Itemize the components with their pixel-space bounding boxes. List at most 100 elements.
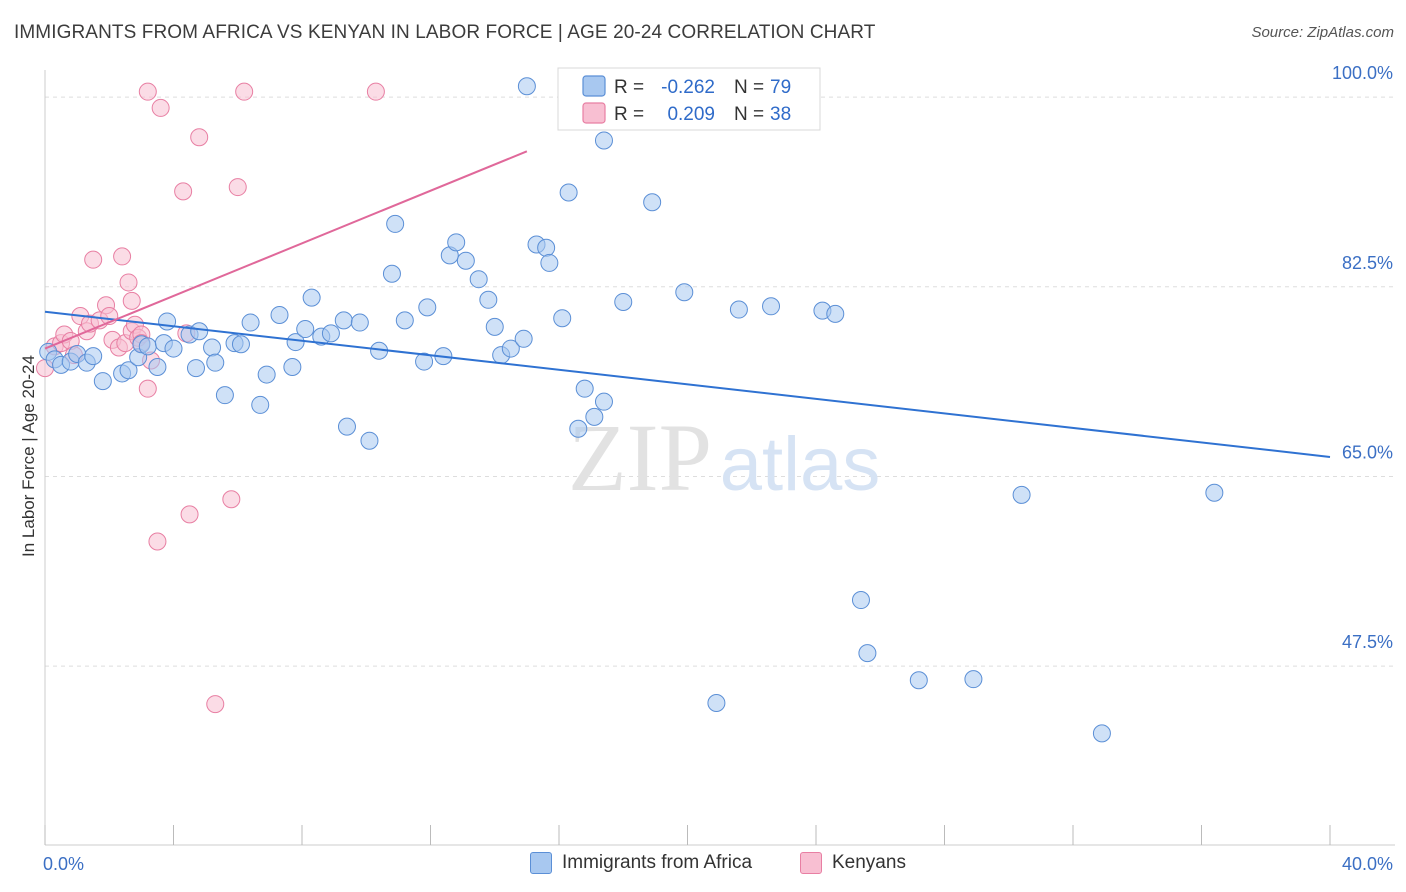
y-tick-label-0: 100.0% — [1332, 63, 1393, 83]
africa-point-37 — [350, 313, 369, 332]
stats-legend: R = -0.262 N = 79 R = 0.209 N = 38 — [557, 67, 821, 131]
africa-trend-line — [44, 310, 1331, 458]
africa-point-50 — [479, 290, 498, 309]
kenyan-point-33 — [228, 178, 247, 197]
africa-point-51 — [485, 317, 504, 336]
africa-point-62 — [575, 379, 594, 398]
y-tick-label-2: 65.0% — [1342, 442, 1393, 462]
africa-point-24 — [231, 335, 250, 354]
chart-title: IMMIGRANTS FROM AFRICA VS KENYAN IN LABO… — [14, 22, 876, 43]
tick-labels: 100.0% 82.5% 65.0% 47.5% 0.0% 40.0% — [43, 63, 1393, 874]
kenyan-point-15 — [113, 247, 132, 266]
chart-source: Source: ZipAtlas.com — [1251, 24, 1394, 41]
kenyan-point-17 — [119, 273, 138, 292]
africa-point-40 — [382, 264, 401, 283]
legend-swatch-kenyan — [800, 852, 822, 874]
watermark: ZIP atlas — [568, 404, 880, 511]
africa-point-60 — [559, 183, 578, 202]
kenyan-trend-line — [44, 150, 528, 350]
stats-n-label-kenyan: N = — [734, 104, 764, 125]
africa-point-44 — [418, 298, 437, 317]
africa-point-65 — [594, 131, 613, 150]
africa-point-66 — [614, 292, 633, 311]
africa-point-36 — [337, 417, 356, 436]
africa-point-35 — [334, 311, 353, 330]
africa-point-34 — [321, 324, 340, 343]
africa-point-6 — [84, 347, 103, 366]
africa-point-18 — [186, 359, 205, 378]
africa-point-32 — [302, 288, 321, 307]
stats-n-label-africa: N = — [734, 77, 764, 98]
africa-point-16 — [164, 339, 183, 358]
kenyan-points — [36, 82, 385, 714]
africa-point-47 — [447, 233, 466, 252]
y-axis-label: In Labor Force | Age 20-24 — [19, 355, 38, 557]
africa-point-13 — [148, 357, 167, 376]
stats-r-label-kenyan: R = — [614, 104, 644, 125]
legend-swatch-africa — [530, 852, 552, 874]
africa-point-75 — [851, 591, 870, 610]
africa-point-79 — [1012, 485, 1031, 504]
africa-point-67 — [643, 193, 662, 212]
kenyan-point-34 — [235, 82, 254, 101]
africa-point-20 — [203, 338, 222, 357]
africa-point-54 — [514, 329, 533, 348]
africa-point-57 — [537, 238, 556, 257]
kenyan-point-31 — [206, 695, 225, 714]
africa-point-76 — [858, 644, 877, 663]
africa-point-77 — [909, 671, 928, 690]
africa-point-55 — [517, 77, 536, 96]
kenyan-point-27 — [174, 182, 193, 201]
y-tick-label-3: 47.5% — [1342, 632, 1393, 652]
kenyan-point-36 — [151, 98, 170, 117]
bottom-legend: Immigrants from Africa Kenyans — [0, 852, 1406, 878]
africa-point-48 — [456, 251, 475, 270]
africa-point-26 — [251, 395, 270, 414]
x-tick-label-0: 0.0% — [43, 854, 84, 874]
trend-lines — [44, 150, 1331, 458]
africa-point-72 — [762, 297, 781, 316]
axes — [44, 70, 1395, 846]
africa-point-28 — [270, 305, 289, 324]
africa-point-27 — [257, 365, 276, 384]
africa-point-53 — [501, 339, 520, 358]
africa-point-31 — [296, 320, 315, 339]
africa-point-58 — [540, 253, 559, 272]
kenyan-point-32 — [222, 490, 241, 509]
africa-point-22 — [215, 386, 234, 405]
africa-point-30 — [286, 333, 305, 352]
africa-point-41 — [386, 214, 405, 233]
legend-item-kenyan: Kenyans — [800, 852, 906, 874]
africa-point-43 — [415, 352, 434, 371]
stats-n-value-africa: 79 — [770, 77, 791, 98]
africa-point-70 — [729, 300, 748, 319]
africa-point-15 — [158, 312, 177, 331]
africa-point-49 — [469, 270, 488, 289]
africa-point-12 — [138, 337, 157, 356]
stats-r-value-africa: -0.262 — [661, 77, 715, 98]
stats-swatch-africa — [582, 75, 606, 97]
legend-label-kenyan: Kenyans — [832, 852, 906, 873]
africa-point-68 — [675, 283, 694, 302]
africa-point-82 — [707, 694, 726, 713]
africa-point-78 — [964, 670, 983, 689]
africa-points — [39, 77, 1224, 743]
stats-swatch-kenyan — [582, 102, 606, 124]
legend-label-africa: Immigrants from Africa — [562, 852, 753, 873]
africa-point-9 — [119, 361, 138, 380]
kenyan-point-9 — [84, 250, 103, 269]
stats-r-value-kenyan: 0.209 — [667, 104, 715, 125]
africa-point-61 — [569, 419, 588, 438]
x-tick-label-1: 40.0% — [1342, 854, 1393, 874]
africa-point-29 — [283, 357, 302, 376]
africa-point-25 — [241, 313, 260, 332]
legend-item-africa: Immigrants from Africa — [530, 852, 752, 874]
africa-point-42 — [395, 311, 414, 330]
africa-point-59 — [553, 309, 572, 328]
kenyan-point-29 — [180, 505, 199, 524]
africa-point-21 — [206, 353, 225, 372]
watermark-atlas: atlas — [720, 422, 881, 507]
kenyan-point-37 — [366, 82, 385, 101]
africa-point-63 — [585, 407, 604, 426]
